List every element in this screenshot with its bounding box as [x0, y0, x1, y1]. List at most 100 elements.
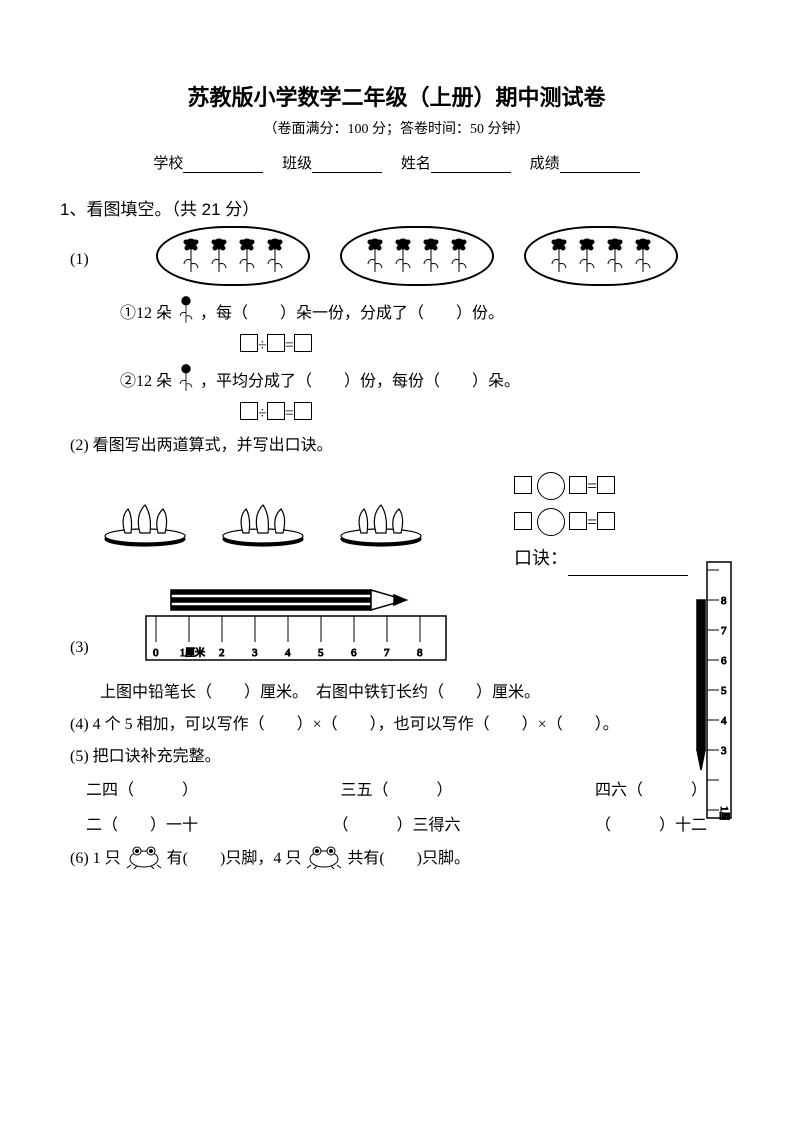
flower-icon — [264, 236, 286, 276]
fill-item: 三五（ ） — [340, 773, 452, 808]
page-subtitle: （卷面满分：100 分；答卷时间：50 分钟） — [60, 118, 733, 138]
question-1-head: 1、看图填空。（共 21 分） — [60, 195, 733, 220]
eq-line: = — [514, 504, 688, 540]
flower-icon — [176, 362, 196, 396]
flower-icon — [420, 236, 442, 276]
plate-icon — [218, 497, 308, 547]
label-score: 成绩 — [530, 156, 560, 172]
label-name: 姓名 — [401, 156, 431, 172]
q1-idx: (1) — [70, 244, 106, 276]
label-class: 班级 — [282, 156, 312, 172]
box-icon[interactable] — [240, 334, 258, 352]
box-icon[interactable] — [294, 334, 312, 352]
blank-name[interactable] — [431, 157, 511, 173]
svg-text:6: 6 — [721, 655, 727, 667]
q1-2-head: (2) 看图写出两道算式，并写出口诀。 — [70, 430, 733, 462]
svg-text:6: 6 — [351, 647, 357, 659]
plate-icon — [336, 497, 426, 547]
flower-icon — [576, 236, 598, 276]
flower-icon — [180, 236, 202, 276]
svg-text:8: 8 — [721, 595, 727, 607]
flower-icon — [392, 236, 414, 276]
q1-3-row: (3) 0 1厘米 2 3 4 5 6 — [60, 576, 733, 677]
box-icon[interactable] — [267, 334, 285, 352]
flower-icon — [604, 236, 626, 276]
flower-icon — [632, 236, 654, 276]
fill-item: 二四（ ） — [86, 773, 198, 808]
q1-1a-post: ，每（ ）朵一份，分成了（ ）份。 — [200, 305, 504, 322]
svg-text:7: 7 — [384, 647, 390, 659]
box-icon[interactable] — [597, 476, 615, 494]
q1-6a: (6) 1 只 — [70, 850, 121, 867]
svg-text:4: 4 — [285, 647, 291, 659]
plates-row: = = 口诀： — [100, 468, 733, 576]
info-row: 学校 班级 姓名 成绩 — [60, 152, 733, 173]
svg-text:3: 3 — [252, 647, 258, 659]
q1-6: (6) 1 只 有( )只脚，4 只 共有( )只脚。 — [70, 843, 733, 875]
q1-1b: ②12 朵 ，平均分成了（ ）份，每份（ ）朵。 — [120, 362, 733, 398]
flower-icon — [208, 236, 230, 276]
svg-text:8: 8 — [417, 647, 423, 659]
blank-score[interactable] — [560, 157, 640, 173]
q1-1a-pre: ①12 朵 — [120, 305, 172, 322]
plate-icon — [100, 497, 190, 547]
oval-group — [524, 226, 678, 286]
fill-row: 二四（ ） 三五（ ） 四六（ ） — [60, 773, 733, 808]
svg-text:7: 7 — [721, 625, 727, 637]
frog-icon — [125, 843, 163, 869]
q1-6b: 有( )只脚，4 只 — [167, 850, 302, 867]
box-icon[interactable] — [597, 512, 615, 530]
fill-item: 二（ ）一十 — [86, 808, 198, 843]
circle-icon[interactable] — [537, 472, 565, 500]
q1-3-idx: (3) — [70, 632, 106, 664]
fill-item: （ ）三得六 — [332, 808, 460, 843]
svg-text:5: 5 — [721, 685, 727, 697]
box-icon[interactable] — [569, 476, 587, 494]
oval-group — [156, 226, 310, 286]
pencil-ruler-icon: 0 1厘米 2 3 4 5 6 7 8 — [136, 582, 456, 677]
svg-text:4: 4 — [721, 715, 727, 727]
oval-group — [340, 226, 494, 286]
svg-text:0: 0 — [153, 647, 159, 659]
flower-icon — [448, 236, 470, 276]
q1-5-head: (5) 把口诀补充完整。 — [70, 741, 733, 773]
flower-icon — [236, 236, 258, 276]
box-icon[interactable] — [294, 402, 312, 420]
fill-item: 四六（ ） — [595, 773, 707, 808]
box-icon[interactable] — [514, 476, 532, 494]
page-title: 苏教版小学数学二年级（上册）期中测试卷 — [60, 80, 733, 112]
label-school: 学校 — [153, 156, 183, 172]
koujue-line: 口诀： — [514, 540, 688, 576]
q1-3-text: 上图中铅笔长（ ）厘米。 右图中铁钉长约（ ）厘米。 — [100, 677, 733, 709]
fill-item: （ ）十二 — [595, 808, 707, 843]
blank-koujue[interactable] — [568, 557, 688, 576]
box-icon[interactable] — [569, 512, 587, 530]
vertical-ruler-icon: 1厘米2 3 4 5 6 7 8 — [693, 560, 733, 820]
koujue-label: 口诀： — [514, 548, 568, 568]
box-icon[interactable] — [240, 402, 258, 420]
flower-icon — [176, 294, 196, 328]
q1-6c: 共有( )只脚。 — [347, 850, 470, 867]
svg-text:2: 2 — [219, 647, 225, 659]
blank-school[interactable] — [183, 157, 263, 173]
q1-1a: ①12 朵 ，每（ ）朵一份，分成了（ ）份。 — [120, 294, 733, 330]
circle-icon[interactable] — [537, 508, 565, 536]
q1-1b-pre: ②12 朵 — [120, 373, 172, 390]
svg-text:1厘米: 1厘米 — [180, 646, 205, 659]
frog-icon — [305, 843, 343, 869]
flower-icon — [548, 236, 570, 276]
equation-column: = = 口诀： — [514, 468, 688, 576]
q1-4: (4) 4 个 5 相加，可以写作（ ）×（ ），也可以写作（ ）×（ ）。 — [70, 709, 733, 741]
q1-1b-post: ，平均分成了（ ）份，每份（ ）朵。 — [200, 373, 520, 390]
blank-class[interactable] — [312, 157, 382, 173]
eq-row: ÷= — [240, 398, 733, 430]
box-icon[interactable] — [267, 402, 285, 420]
flower-icon — [364, 236, 386, 276]
svg-text:1厘米2: 1厘米2 — [718, 806, 731, 820]
svg-text:5: 5 — [318, 647, 324, 659]
fill-row: 二（ ）一十 （ ）三得六 （ ）十二 — [60, 808, 733, 843]
eq-row: ÷= — [240, 330, 733, 362]
box-icon[interactable] — [514, 512, 532, 530]
eq-line: = — [514, 468, 688, 504]
ovals-row — [156, 226, 678, 286]
